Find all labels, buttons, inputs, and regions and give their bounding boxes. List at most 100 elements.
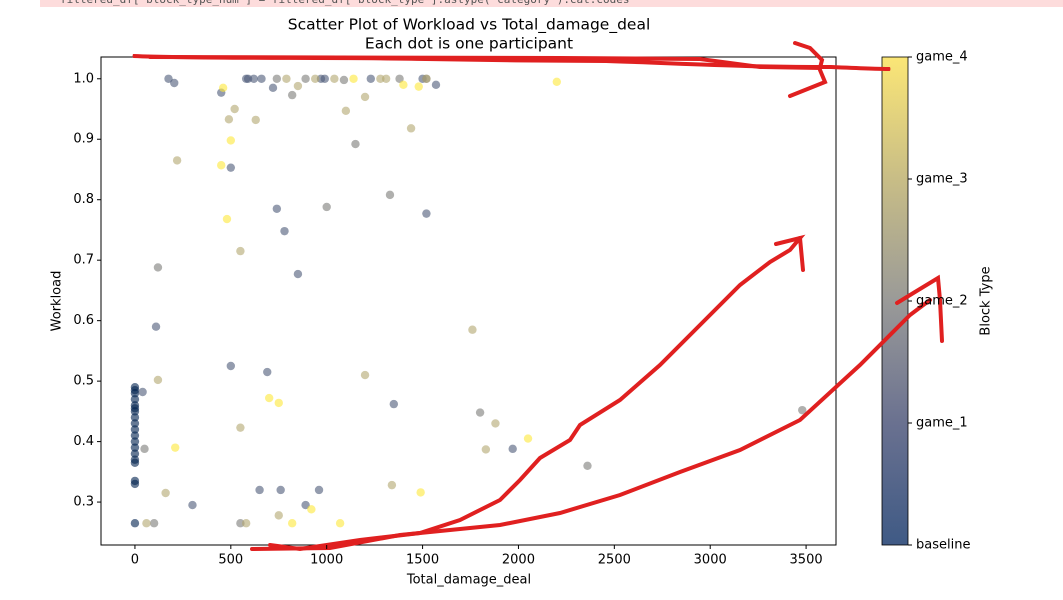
x-tick-label: 0	[131, 553, 139, 568]
x-tick-label: 2500	[598, 553, 631, 568]
scatter-point	[236, 519, 245, 528]
scatter-point	[301, 74, 310, 83]
x-tick-label: 3000	[694, 553, 727, 568]
scatter-point	[236, 246, 245, 256]
scatter-point	[416, 488, 425, 497]
scatter-point	[468, 325, 477, 334]
scatter-point	[130, 458, 140, 467]
scatter-point	[287, 519, 297, 528]
scatter-point	[130, 395, 140, 404]
scatter-point	[226, 136, 236, 145]
scatter-point	[280, 226, 289, 236]
scatter-point	[314, 485, 324, 495]
x-tick-label: 500	[218, 553, 243, 568]
scatter-point	[217, 161, 226, 170]
scatter-point	[414, 82, 423, 91]
y-tick-label: 1.0	[73, 71, 94, 86]
y-tick-label: 0.3	[73, 495, 94, 510]
scatter-point	[406, 124, 416, 133]
scatter-point	[399, 80, 408, 90]
y-tick-label: 0.4	[73, 434, 94, 449]
scatter-point	[224, 115, 234, 124]
scatter-point	[339, 75, 349, 85]
scatter-point	[481, 445, 491, 454]
scatter-point	[282, 74, 291, 83]
scatter-point	[164, 74, 173, 83]
x-axis-label: Total_damage_deal	[406, 573, 531, 588]
y-axis-label: Workload	[50, 271, 65, 332]
scatter-point	[508, 444, 517, 454]
scatter-point	[395, 74, 404, 83]
scatter-point	[272, 204, 282, 213]
scatter-point	[140, 444, 149, 454]
scatter-point	[130, 431, 140, 440]
colorbar-label: Block Type	[979, 266, 994, 335]
scatter-point	[475, 408, 485, 417]
scatter-point	[251, 115, 260, 125]
scatter-point	[236, 423, 245, 432]
scatter-point	[385, 190, 395, 200]
scatter-point	[381, 74, 391, 83]
scatter-point	[274, 398, 283, 408]
annotation-strokes	[132, 41, 944, 552]
scatter-point	[130, 437, 140, 446]
scatter-point	[130, 519, 140, 528]
x-tick-label: 1500	[406, 553, 439, 568]
code-line: filtered_df['block_type_num'] = filtered…	[40, 0, 1063, 7]
y-tick-label: 0.6	[73, 313, 94, 328]
scatter-point	[366, 74, 376, 83]
scatter-point	[142, 519, 151, 528]
scatter-point	[360, 92, 370, 102]
scatter-point	[130, 443, 140, 452]
scatter-point	[249, 74, 259, 83]
scatter-point	[552, 77, 562, 86]
chart-title: Scatter Plot of Workload vs Total_damage…	[288, 16, 651, 35]
chart-subtitle: Each dot is one participant	[365, 35, 573, 53]
scatter-point	[149, 519, 159, 528]
scatter-point	[226, 163, 236, 172]
scatter-point	[583, 461, 592, 470]
scatter-point	[376, 74, 385, 83]
scatter-point	[276, 485, 285, 495]
scatter-point	[422, 209, 431, 218]
scatter-point	[431, 80, 441, 90]
scatter-point	[230, 104, 239, 114]
scatter-point	[188, 500, 197, 510]
scatter-point	[171, 443, 180, 452]
scatter-point	[153, 263, 163, 272]
scatter-point	[153, 375, 163, 385]
scatter-point	[360, 370, 370, 380]
scatter-point	[422, 74, 431, 83]
scatter-point	[523, 434, 533, 443]
colorbar-tick-label: baseline	[916, 538, 970, 553]
scatter-point	[130, 407, 140, 416]
scatter-point	[130, 419, 140, 428]
scatter-point	[272, 74, 282, 83]
scatter-point	[151, 322, 161, 331]
scatter-point	[222, 214, 232, 224]
colorbar-tick-label: game_1	[916, 416, 968, 431]
scatter-point	[798, 405, 807, 415]
x-tick-label: 2000	[502, 553, 535, 568]
scatter-point	[491, 419, 500, 428]
scatter-point	[330, 74, 339, 83]
scatter-point	[130, 413, 140, 422]
scatter-point	[264, 393, 274, 403]
scatter-point	[341, 106, 351, 116]
y-tick-label: 0.8	[73, 192, 94, 207]
scatter-point	[257, 74, 266, 83]
scatter-point	[161, 488, 170, 498]
scatter-point	[226, 361, 236, 371]
scatter-point	[320, 74, 329, 83]
y-tick-label: 0.5	[73, 374, 94, 389]
scatter-point	[263, 367, 272, 377]
x-tick-label: 1000	[310, 553, 343, 568]
scatter-point	[293, 81, 303, 91]
scatter-point	[389, 399, 399, 409]
scatter-point	[138, 387, 147, 397]
colorbar-tick-label: game_2	[916, 294, 968, 309]
scatter-point	[274, 511, 283, 520]
scatter-point	[241, 519, 251, 528]
y-tick-label: 0.7	[73, 253, 94, 268]
